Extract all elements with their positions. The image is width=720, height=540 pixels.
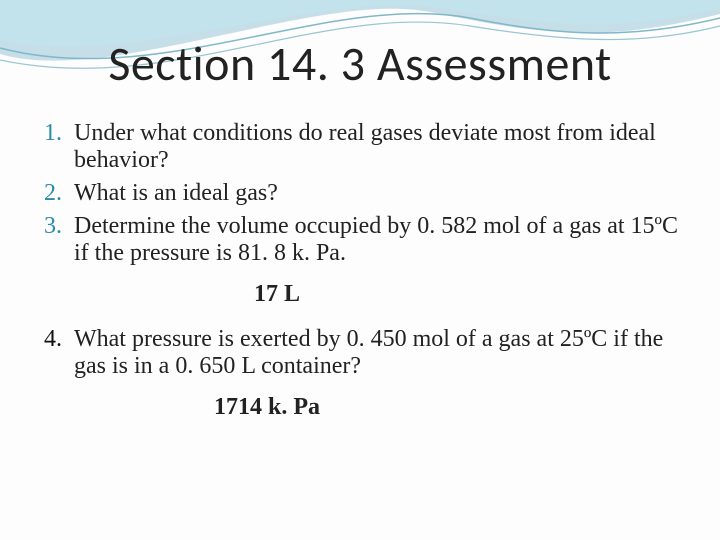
- list-item-text: What pressure is exerted by 0. 450 mol o…: [74, 326, 663, 379]
- list-item-text: What is an ideal gas?: [74, 180, 278, 206]
- list-item: What is an ideal gas?: [68, 180, 686, 207]
- list-item: Under what conditions do real gases devi…: [68, 120, 686, 174]
- answer-2: 1714 k. Pa: [34, 394, 686, 421]
- list-item-text: Under what conditions do real gases devi…: [74, 120, 656, 173]
- slide: Section 14. 3 Assessment Under what cond…: [0, 0, 720, 540]
- list-item: What pressure is exerted by 0. 450 mol o…: [68, 326, 686, 380]
- list-item-text: Determine the volume occupied by 0. 582 …: [74, 213, 678, 266]
- list-item: Determine the volume occupied by 0. 582 …: [68, 213, 686, 267]
- question-list-1: Under what conditions do real gases devi…: [34, 120, 686, 267]
- question-list-2: What pressure is exerted by 0. 450 mol o…: [34, 326, 686, 380]
- slide-title: Section 14. 3 Assessment: [0, 34, 720, 93]
- slide-body: Under what conditions do real gases devi…: [34, 120, 686, 439]
- answer-1: 17 L: [34, 281, 686, 308]
